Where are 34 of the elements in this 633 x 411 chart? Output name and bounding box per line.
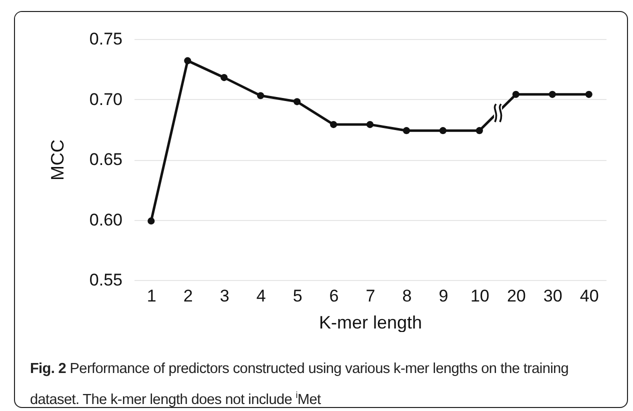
x-tick-label: 10 — [470, 286, 490, 306]
x-tick-label: 7 — [366, 286, 376, 306]
point — [439, 127, 446, 134]
point — [512, 90, 520, 98]
x-tick-label: 6 — [329, 286, 339, 306]
point — [476, 127, 483, 134]
x-tick-label: 8 — [402, 286, 412, 306]
x-axis-title: K-mer length — [318, 312, 422, 332]
point — [294, 98, 301, 106]
point — [585, 90, 592, 98]
point — [257, 92, 264, 100]
y-axis-title: MCC — [47, 140, 68, 180]
x-tick-label: 20 — [506, 286, 526, 306]
x-tick-label: 2 — [183, 286, 193, 306]
caption: Fig. 2 Performance of predictors constructed using various k-mer lengths on the training dataset. The k-mer length does not include $^{i}$Met — [30, 360, 570, 409]
x-tick-label: 30 — [543, 286, 562, 306]
y-tick-label: 0.55 — [89, 270, 122, 290]
x-tick-label: 1 — [146, 286, 156, 306]
point — [184, 57, 192, 64]
point — [220, 74, 228, 82]
x-tick-label: 5 — [292, 286, 302, 306]
y-tick-label: 0.70 — [89, 90, 122, 109]
point — [330, 121, 338, 128]
y-tick-label: 0.60 — [89, 210, 122, 230]
x-tick-label: 4 — [256, 286, 266, 306]
point — [148, 217, 155, 224]
y-tick-label: 0.65 — [89, 150, 122, 169]
point — [402, 127, 410, 134]
x-tick-label: 9 — [438, 286, 448, 306]
x-tick-label: 3 — [220, 286, 230, 306]
point — [366, 121, 374, 128]
x-tick-label: 40 — [580, 286, 599, 306]
point — [548, 90, 556, 98]
y-tick-label: 0.75 — [89, 30, 122, 48]
